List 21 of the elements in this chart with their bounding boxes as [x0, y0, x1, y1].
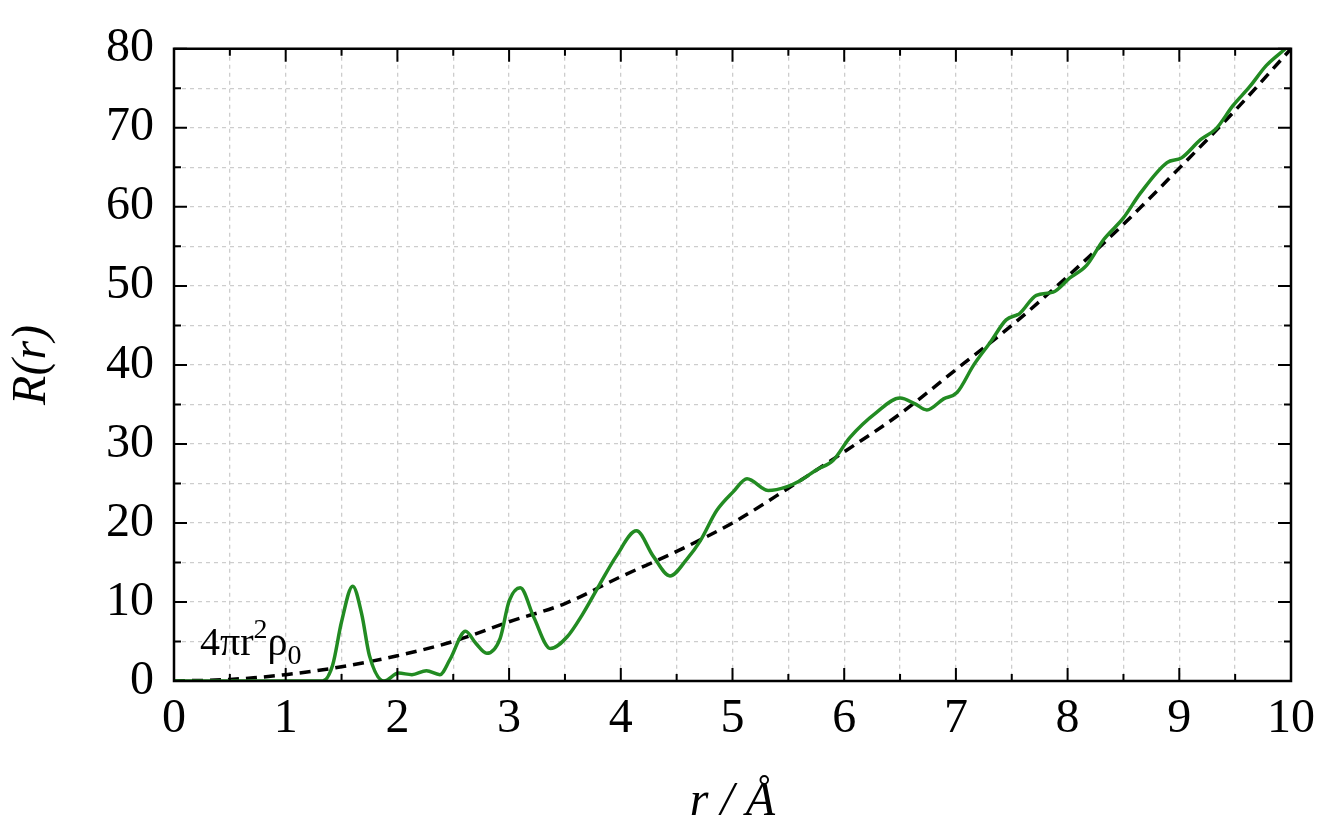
x-tick-label: 1: [273, 689, 298, 743]
x-tick-label: 4: [608, 689, 633, 743]
y-tick-label: 30: [106, 413, 154, 467]
x-tick-label: 2: [385, 689, 410, 743]
x-tick-label: 7: [943, 689, 968, 743]
x-tick-label: 10: [1267, 689, 1315, 743]
y-tick-label: 80: [106, 18, 154, 72]
x-tick-label: 8: [1055, 689, 1080, 743]
y-tick-label: 70: [106, 97, 154, 151]
y-tick-label: 10: [106, 571, 154, 625]
y-tick-label: 20: [106, 492, 154, 546]
y-axis-title: R(r): [2, 324, 57, 406]
y-tick-label: 40: [106, 334, 154, 388]
x-tick-label: 5: [720, 689, 745, 743]
x-tick-label: 9: [1167, 689, 1192, 743]
x-tick-label: 3: [497, 689, 522, 743]
y-tick-label: 50: [106, 255, 154, 309]
x-tick-label: 6: [832, 689, 857, 743]
x-axis-title: r / Å: [689, 771, 776, 825]
y-tick-label: 60: [106, 176, 154, 230]
y-tick-label: 0: [130, 650, 154, 704]
